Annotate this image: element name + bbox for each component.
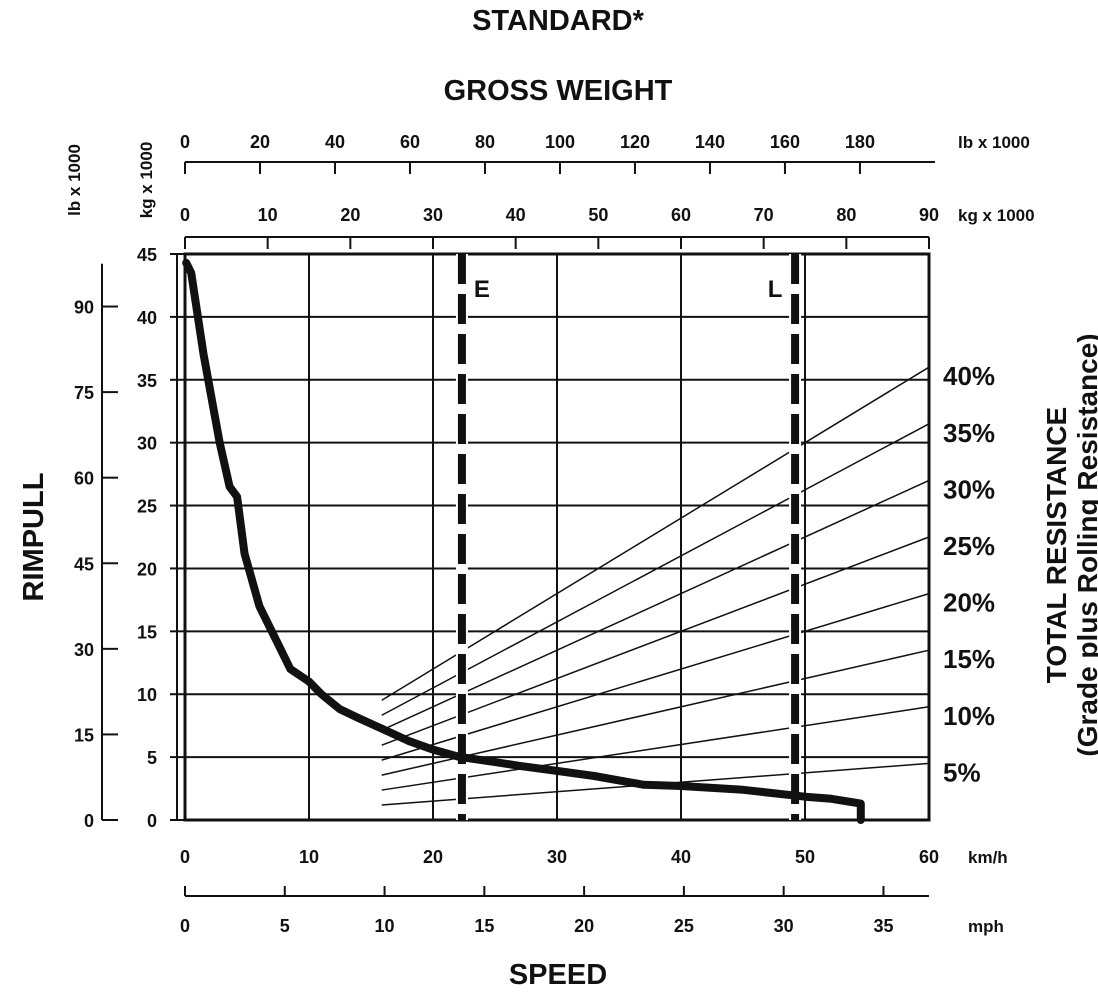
- vehicle-label: L: [768, 276, 783, 303]
- resistance-label: 10%: [943, 701, 995, 731]
- gw-lb-tick-label: 120: [620, 132, 650, 152]
- y-kg-tick-label: 20: [137, 559, 157, 579]
- x-mph-tick-label: 15: [474, 916, 494, 936]
- gw-lb-tick-label: 180: [845, 132, 875, 152]
- x-kmh-tick-label: 30: [547, 847, 567, 867]
- resistance-label: 5%: [943, 757, 981, 787]
- resistance-label: 20%: [943, 588, 995, 618]
- x-mph-tick-label: 5: [280, 916, 290, 936]
- y-kg-tick-label: 35: [137, 371, 157, 391]
- mph-unit-label: mph: [968, 917, 1004, 936]
- y-lb-unit-label: lb x 1000: [65, 144, 84, 216]
- resistance-label: 30%: [943, 474, 995, 504]
- rimpull-curve: [182, 258, 865, 824]
- y-lb-tick-label: 90: [74, 298, 94, 318]
- gw-lb-unit-label: lb x 1000: [958, 133, 1030, 152]
- y-axis-label: RIMPULL: [18, 473, 50, 602]
- x-mph-tick-label: 30: [774, 916, 794, 936]
- gw-kg-tick-label: 0: [180, 205, 190, 225]
- gw-lb-tick-label: 80: [475, 132, 495, 152]
- gw-kg-tick-label: 50: [588, 205, 608, 225]
- x-kmh-tick-label: 20: [423, 847, 443, 867]
- resistance-line: [381, 536, 930, 746]
- x-mph-tick-label: 0: [180, 916, 190, 936]
- y-kg-unit-label: kg x 1000: [137, 142, 156, 219]
- y-kg-tick-label: 5: [147, 748, 157, 768]
- x-mph-tick-label: 25: [674, 916, 694, 936]
- y-lb-tick-label: 30: [74, 640, 94, 660]
- kmh-unit-label: km/h: [968, 848, 1008, 867]
- x-kmh-tick-label: 60: [919, 847, 939, 867]
- right-axis-label: TOTAL RESISTANCE: [1041, 407, 1072, 683]
- gw-kg-tick-label: 40: [506, 205, 526, 225]
- y-lb-tick-label: 75: [74, 383, 94, 403]
- gw-lb-tick-label: 140: [695, 132, 725, 152]
- y-kg-tick-label: 40: [137, 308, 157, 328]
- y-kg-tick-label: 25: [137, 497, 157, 517]
- y-lb-tick-label: 0: [84, 811, 94, 831]
- resistance-label: 35%: [943, 418, 995, 448]
- y-kg-tick-label: 10: [137, 685, 157, 705]
- y-lb-tick-label: 45: [74, 554, 94, 574]
- y-kg-tick-label: 15: [137, 622, 157, 642]
- chart-title: STANDARD*: [472, 5, 645, 37]
- resistance-line: [381, 423, 930, 716]
- resistance-line: [381, 649, 930, 776]
- gw-lb-tick-label: 40: [325, 132, 345, 152]
- gw-kg-tick-label: 60: [671, 205, 691, 225]
- y-kg-tick-label: 0: [147, 811, 157, 831]
- resistance-label: 15%: [943, 644, 995, 674]
- x-axis-label: SPEED: [509, 959, 607, 991]
- gw-kg-unit-label: kg x 1000: [958, 206, 1035, 225]
- gw-kg-tick-label: 80: [836, 205, 856, 225]
- gw-lb-tick-label: 0: [180, 132, 190, 152]
- resistance-label: 40%: [943, 361, 995, 391]
- resistance-line: [381, 479, 930, 731]
- y-lb-tick-label: 15: [74, 725, 94, 745]
- x-kmh-tick-label: 0: [180, 847, 190, 867]
- gw-lb-tick-label: 160: [770, 132, 800, 152]
- gw-kg-tick-label: 10: [258, 205, 278, 225]
- x-mph-tick-label: 35: [873, 916, 893, 936]
- x-kmh-tick-label: 50: [795, 847, 815, 867]
- gw-kg-tick-label: 70: [754, 205, 774, 225]
- gw-kg-tick-label: 20: [340, 205, 360, 225]
- chart-subtitle: GROSS WEIGHT: [444, 75, 673, 107]
- resistance-label: 25%: [943, 531, 995, 561]
- resistance-line: [381, 592, 930, 761]
- gw-kg-tick-label: 30: [423, 205, 443, 225]
- y-kg-tick-label: 45: [137, 245, 157, 265]
- resistance-line: [381, 366, 930, 701]
- gw-lb-tick-label: 20: [250, 132, 270, 152]
- x-kmh-tick-label: 40: [671, 847, 691, 867]
- resistance-line: [381, 706, 930, 791]
- y-kg-tick-label: 30: [137, 434, 157, 454]
- y-lb-tick-label: 60: [74, 469, 94, 489]
- vehicle-label: E: [474, 276, 490, 303]
- gw-lb-tick-label: 60: [400, 132, 420, 152]
- x-kmh-tick-label: 10: [299, 847, 319, 867]
- gw-lb-tick-label: 100: [545, 132, 575, 152]
- gw-kg-tick-label: 90: [919, 205, 939, 225]
- right-axis-sublabel: (Grade plus Rolling Resistance): [1072, 333, 1098, 756]
- x-mph-tick-label: 10: [375, 916, 395, 936]
- x-mph-tick-label: 20: [574, 916, 594, 936]
